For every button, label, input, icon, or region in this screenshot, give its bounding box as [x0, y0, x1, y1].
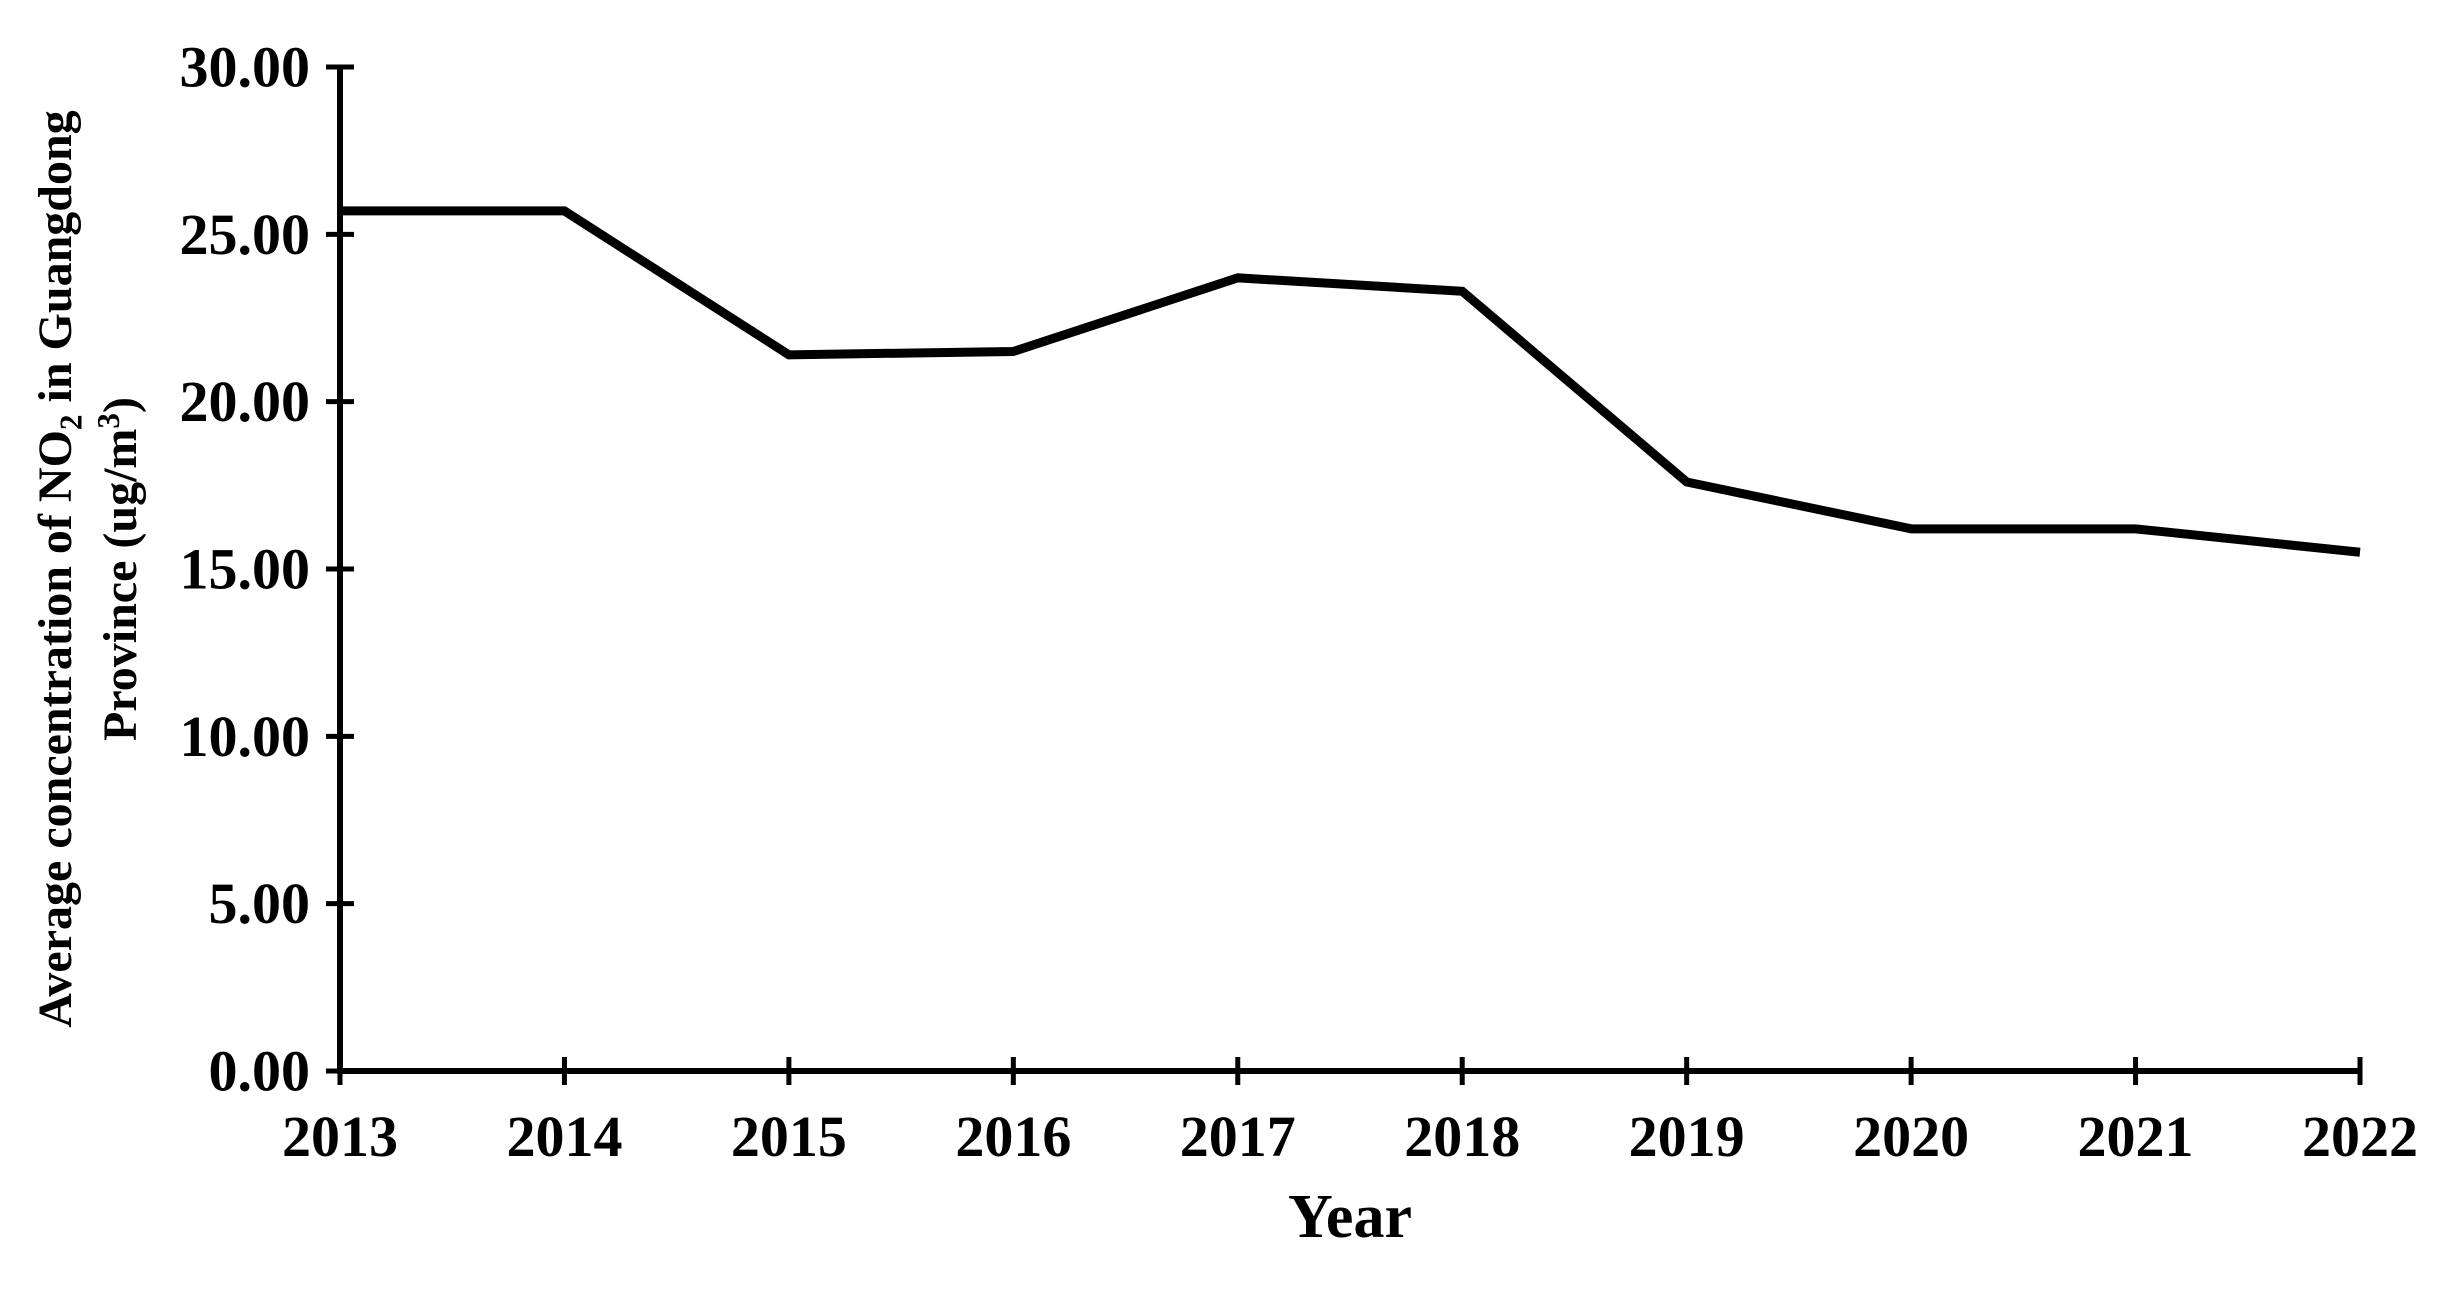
x-tick-label: 2016 — [955, 1104, 1071, 1169]
x-tick-label: 2015 — [731, 1104, 847, 1169]
x-tick-label: 2020 — [1853, 1104, 1969, 1169]
y-tick-label: 10.00 — [180, 704, 311, 769]
y-axis-title-line1-pre: Average concentration of NO — [29, 430, 82, 1028]
y-axis-title-line2-pre: Province (ug/m — [94, 428, 148, 741]
y-tick-label: 20.00 — [180, 369, 311, 434]
x-tick-label: 2022 — [2302, 1104, 2418, 1169]
no2-data-line — [340, 206, 2361, 557]
y-tick-label: 30.00 — [180, 35, 311, 100]
y-tick-label: 0.00 — [209, 1039, 311, 1104]
y-tick-label: 15.00 — [180, 537, 311, 602]
y-axis-title: Average concentration of NO2 in Guangdon… — [27, 19, 147, 1119]
x-tick-label: 2018 — [1404, 1104, 1520, 1169]
y-axis-title-line1: Average concentration of NO2 in Guangdon… — [27, 19, 90, 1119]
x-tick-label: 2014 — [506, 1104, 622, 1169]
y-axis-title-line2-post: ) — [94, 397, 148, 413]
m3-superscript: 3 — [91, 413, 127, 429]
y-axis-title-line2: Province (ug/m3) — [90, 19, 150, 1119]
x-tick-label: 2013 — [282, 1104, 398, 1169]
y-tick-label: 25.00 — [180, 202, 311, 267]
x-tick-label: 2017 — [1180, 1104, 1296, 1169]
y-axis-title-line1-post: in Guangdong — [29, 110, 82, 415]
no2-subscript: 2 — [53, 414, 89, 431]
x-axis-title: Year — [1288, 1183, 1412, 1251]
x-tick-label: 2019 — [1629, 1104, 1745, 1169]
x-tick-label: 2021 — [2078, 1104, 2194, 1169]
y-tick-label: 5.00 — [209, 871, 311, 936]
